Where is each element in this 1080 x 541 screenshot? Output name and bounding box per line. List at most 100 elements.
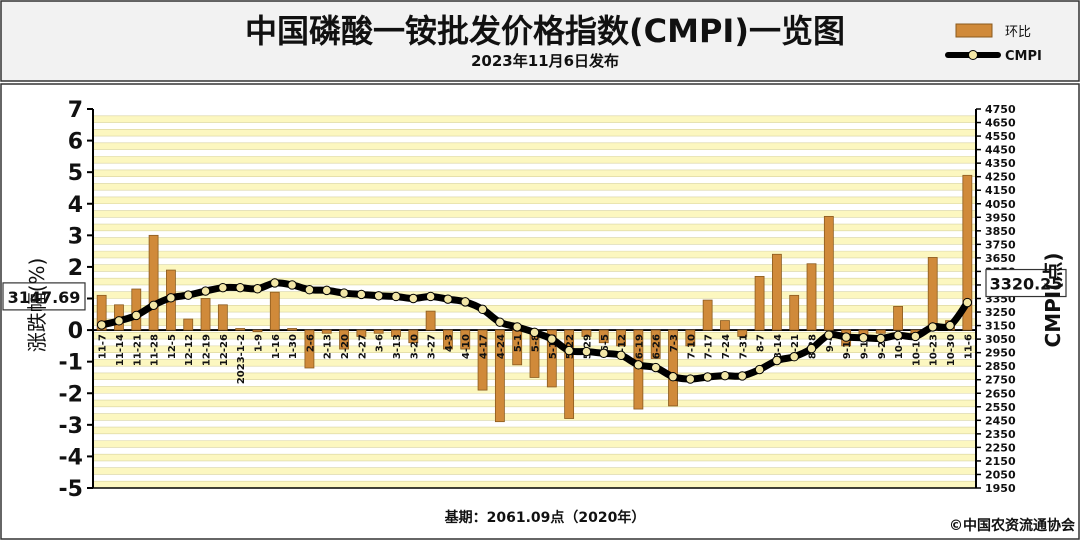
- x-tick-label: 7-10: [686, 334, 697, 359]
- x-tick-label: 12-12: [184, 334, 195, 366]
- bar-mark: [425, 310, 436, 331]
- cmpi-point: [841, 332, 851, 342]
- left-tick-label: -1: [59, 351, 83, 376]
- x-tick-label: 6-12: [617, 334, 628, 359]
- grid-band: [93, 176, 976, 184]
- bar-mark: [650, 329, 661, 359]
- bar-mark: [546, 329, 557, 388]
- x-tick-label: 4-17: [479, 334, 490, 359]
- grid-band: [93, 169, 976, 177]
- grid-band: [93, 386, 976, 394]
- cmpi-point: [599, 348, 609, 359]
- last-value-box: [985, 268, 1067, 298]
- right-tick-label: 4750: [985, 103, 1016, 116]
- x-tick-label: 2-27: [357, 334, 368, 359]
- bar-mark: [339, 329, 349, 350]
- chart-border: [0, 83, 1080, 540]
- grid-band: [93, 318, 976, 326]
- bar-mark: [235, 328, 246, 331]
- bar-mark: [321, 329, 332, 334]
- grid-band: [93, 129, 976, 137]
- bar-mark: [875, 329, 886, 334]
- cmpi-point: [945, 320, 955, 331]
- grid-band: [93, 284, 976, 292]
- y2-axis-label: CMPI(点): [1041, 253, 1065, 348]
- cmpi-point: [876, 333, 886, 344]
- cmpi-point: [789, 352, 799, 362]
- right-tick-label: 2850: [985, 360, 1016, 373]
- x-tick-label: 11-6: [963, 334, 974, 359]
- bar-mark: [356, 329, 367, 337]
- annotations: 3147.69 3320.25: [2, 268, 1067, 311]
- cmpi-point: [391, 291, 401, 302]
- cmpi-point: [96, 320, 107, 330]
- bar-mark: [633, 329, 644, 410]
- right-tick-label: 3950: [985, 211, 1016, 224]
- bar-mark: [217, 304, 228, 331]
- right-tick-label: 2450: [985, 414, 1016, 427]
- grid-band: [93, 460, 976, 468]
- grid-band: [93, 481, 976, 488]
- cmpi-point: [754, 364, 765, 375]
- x-tick-label: 3-20: [409, 334, 420, 359]
- right-axis: 1950205021502250235024502550265027502850…: [975, 103, 1016, 495]
- bar-mark: [737, 329, 748, 337]
- grid-band: [93, 433, 976, 441]
- grid-band: [93, 203, 976, 211]
- grid-band: [93, 427, 976, 434]
- left-tick-label: 0: [68, 319, 83, 344]
- x-tick-label: 9-4: [825, 334, 836, 352]
- cmpi-point: [114, 316, 124, 326]
- header-panel: [0, 0, 1080, 82]
- bar-mark: [96, 294, 107, 331]
- bar-mark: [391, 329, 401, 337]
- grid-band: [93, 400, 976, 407]
- bar-mark: [564, 329, 575, 419]
- x-tick-label: 7-3: [669, 334, 680, 352]
- bar-mark: [494, 329, 505, 423]
- x-tick-label: 7-17: [704, 334, 715, 359]
- grid-band: [93, 115, 976, 123]
- x-tick-label: 3-27: [427, 334, 438, 359]
- left-tick-label: 6: [68, 130, 83, 155]
- bar-mark: [806, 263, 817, 331]
- legend-line-marker: [968, 50, 978, 60]
- right-tick-label: 4250: [985, 171, 1016, 184]
- x-tick-label: 12-19: [202, 334, 213, 366]
- left-tick-label: -4: [59, 445, 83, 470]
- x-tick-label: 1-30: [288, 334, 299, 359]
- grid-band: [93, 420, 976, 428]
- grid-band: [93, 305, 976, 313]
- legend-line-label: CMPI: [1005, 49, 1042, 64]
- right-tick-label: 3150: [985, 320, 1016, 333]
- cmpi-point: [928, 322, 938, 332]
- grid-band: [93, 447, 976, 455]
- x-tick-label: 4-10: [461, 334, 472, 359]
- cmpi-point: [529, 327, 540, 338]
- cmpi-point: [373, 291, 384, 301]
- right-tick-label: 2150: [985, 455, 1016, 468]
- right-tick-label: 2550: [985, 401, 1016, 414]
- footer-base: 基期：2061.09点（2020年）: [445, 509, 646, 526]
- cmpi-point: [806, 343, 817, 354]
- grid-band: [93, 224, 976, 231]
- grid-band: [93, 264, 976, 272]
- grid-band: [93, 237, 976, 245]
- cmpi-point: [339, 288, 349, 298]
- cmpi-point: [235, 282, 245, 293]
- grid-band: [93, 312, 976, 319]
- bar-mark: [823, 215, 834, 331]
- cmpi-point: [772, 355, 782, 366]
- x-tick-label: 7-31: [738, 334, 749, 359]
- grid-band: [93, 183, 976, 191]
- x-tick-label: 10-23: [929, 334, 940, 366]
- bar-mark: [287, 328, 298, 331]
- bar-mark: [131, 288, 142, 331]
- cmpi-point: [287, 280, 297, 290]
- right-tick-label: 2950: [985, 347, 1016, 360]
- x-tick-label: 11-21: [132, 334, 143, 366]
- x-tick-label: 6-5: [600, 334, 611, 352]
- cmpi-point: [304, 285, 315, 295]
- bar-mark: [720, 320, 730, 331]
